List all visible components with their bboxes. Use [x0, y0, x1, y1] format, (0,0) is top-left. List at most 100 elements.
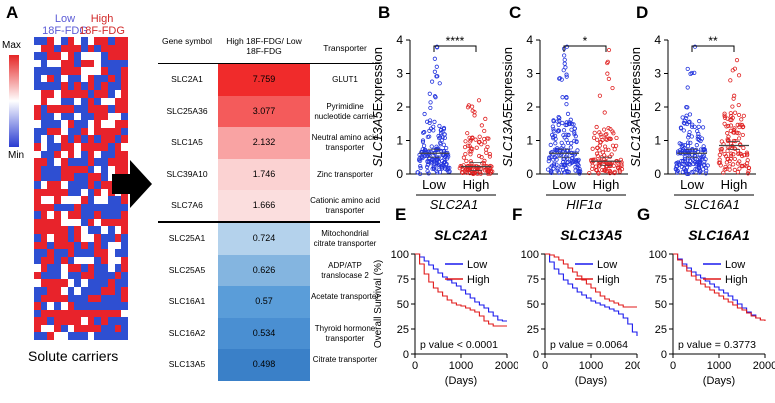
data-point	[468, 159, 473, 164]
data-point	[604, 137, 609, 142]
data-point	[555, 166, 560, 171]
heatmap-cell	[87, 59, 95, 68]
heatmap-cell	[121, 233, 129, 242]
data-point	[484, 150, 489, 155]
heatmap-cell	[81, 211, 88, 220]
heatmap-cell	[114, 302, 122, 310]
data-point	[722, 151, 727, 157]
heatmap-cell	[121, 165, 129, 174]
heatmap-cell	[87, 211, 95, 220]
heatmap-cell	[47, 52, 55, 61]
data-point	[695, 129, 700, 134]
heatmap-cell	[101, 82, 109, 91]
heatmap-cell	[94, 317, 102, 326]
data-point	[566, 169, 571, 175]
heatmap-cell	[81, 82, 88, 91]
data-point	[725, 137, 730, 142]
data-point	[425, 164, 430, 170]
heatmap-cell	[107, 112, 115, 121]
data-point	[687, 162, 693, 167]
data-point	[737, 166, 742, 171]
heatmap-cell	[67, 44, 75, 53]
data-point	[576, 163, 581, 168]
data-point	[731, 96, 736, 101]
heatmap-cell	[60, 105, 68, 114]
heatmap-cell	[40, 127, 48, 136]
panel-letter-c: C	[509, 3, 522, 22]
heatmap-cell	[101, 37, 109, 45]
heatmap-cell	[47, 332, 55, 341]
x-tick-label: 1000	[449, 360, 473, 372]
data-point	[728, 156, 734, 161]
heatmap-cell	[74, 256, 82, 265]
heatmap-cell	[101, 241, 109, 250]
chart-title: SLC2A1	[434, 227, 488, 243]
heatmap-cell	[101, 127, 109, 136]
heatmap-cell	[87, 271, 95, 280]
heatmap-cell	[94, 105, 102, 114]
heatmap-cell	[40, 211, 48, 220]
data-point	[736, 73, 742, 78]
x-tick-label: 0	[670, 360, 676, 372]
heatmap-cell	[114, 249, 122, 257]
data-point	[462, 144, 468, 150]
heatmap-cell	[60, 97, 68, 106]
data-point	[561, 68, 566, 73]
heatmap-cell	[40, 241, 48, 250]
heatmap-cell	[94, 97, 102, 106]
data-point	[700, 147, 705, 153]
data-point	[612, 147, 617, 152]
y-tick-label: 3	[526, 67, 533, 81]
heatmap-cell	[54, 196, 62, 204]
heatmap-cell	[34, 74, 41, 83]
heatmap-cell	[74, 211, 82, 220]
heatmap-cell	[121, 264, 129, 273]
data-point	[685, 148, 690, 153]
heatmap-cell	[34, 173, 41, 182]
gene-symbol: SLC1A5	[171, 137, 203, 148]
heatmap-cell	[81, 97, 88, 106]
table-row: SLC13A5 0.498 Citrate transporter	[158, 349, 380, 381]
heatmap-cell	[67, 196, 75, 204]
heatmap-cell	[94, 180, 102, 189]
heatmap-cell	[107, 294, 115, 303]
data-point	[737, 159, 742, 164]
heatmap-cell	[81, 180, 88, 189]
data-point	[732, 130, 737, 135]
heatmap-cell	[40, 324, 48, 333]
heatmap-cell	[114, 203, 122, 212]
heatmap-cell	[114, 150, 122, 159]
heatmap-cell	[114, 90, 122, 98]
heatmap-cell	[87, 90, 95, 98]
data-point	[564, 122, 569, 127]
heatmap-cell	[60, 82, 68, 91]
heatmap-cell	[34, 105, 41, 114]
heatmap-cell	[121, 120, 129, 129]
heatmap-cell	[34, 249, 41, 257]
x-gene-label: HIF1α	[566, 197, 602, 212]
heatmap-cell	[40, 249, 48, 257]
survival-line-low	[673, 253, 765, 321]
data-point	[479, 123, 484, 128]
data-point	[725, 131, 730, 136]
heatmap-cell	[94, 196, 102, 204]
heatmap-cell	[34, 44, 41, 53]
data-point	[745, 158, 750, 163]
heatmap-cell	[101, 218, 109, 227]
y-tick-label: 0	[661, 349, 667, 361]
heatmap-cell	[81, 218, 88, 227]
y-tick-label: 25	[397, 324, 409, 336]
heatmap-cell	[54, 37, 62, 45]
data-point	[552, 161, 557, 166]
transporter-name: ADP/ATP translocase 2	[321, 260, 369, 280]
data-point	[432, 69, 437, 74]
data-point	[595, 153, 600, 159]
data-point	[466, 163, 471, 169]
heatmap-cell	[87, 105, 95, 114]
data-point	[601, 127, 607, 132]
heatmap-cell	[87, 120, 95, 129]
data-point	[685, 85, 690, 90]
heatmap-cell	[101, 150, 109, 159]
data-point	[432, 119, 437, 124]
heatmap-cell	[101, 180, 109, 189]
